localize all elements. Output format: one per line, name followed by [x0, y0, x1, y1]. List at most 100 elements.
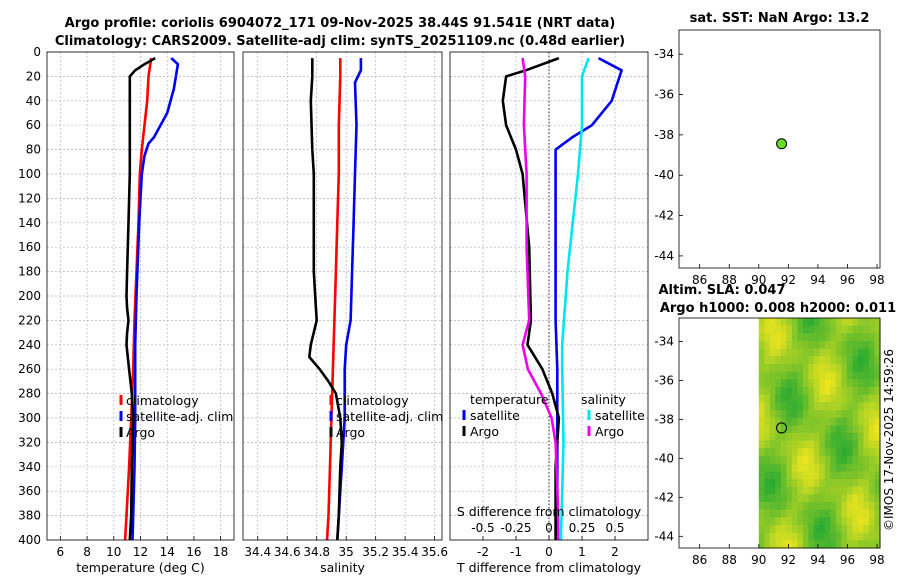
sla-heat-cell: [830, 440, 837, 449]
sla-heat-cell: [775, 471, 782, 480]
difference-xtick-label: 2: [611, 545, 619, 559]
sla-heat-cell: [858, 440, 865, 449]
sla-heat-cell: [841, 486, 848, 495]
salinity-series-satellite-adj-clim: [336, 58, 363, 541]
sla-heat-cell: [858, 486, 865, 495]
sla-heat-cell: [764, 471, 771, 480]
sla-heat-cell: [835, 456, 842, 465]
sla-heat-cell: [797, 509, 804, 518]
sla-heat-cell: [769, 456, 776, 465]
sst-map-panel: 86 88 90 92 94 96 98 -34 -36 -38 -40 -42 -44 sat. SST…: [654, 11, 884, 287]
sla-heat-cell: [786, 364, 793, 373]
sla-heat-cell: [786, 341, 793, 350]
sla-map-title-line2: Argo h1000: 0.008 h2000: 0.011: [660, 301, 896, 316]
sla-heat-cell: [775, 525, 782, 534]
sla-heat-cell: [863, 417, 870, 426]
sla-heat-cell: [841, 371, 848, 380]
sla-heat-cell: [758, 371, 765, 380]
sla_map-xtick-label: 92: [781, 553, 796, 567]
sla-heat-cell: [786, 471, 793, 480]
sla-heat-cell: [824, 440, 831, 449]
temperature-xtick-label: 8: [83, 545, 91, 559]
difference-xtick2-label: 0: [545, 521, 553, 535]
sla-heat-cell: [797, 325, 804, 334]
sla-heat-cell: [858, 525, 865, 534]
sla-heat-cell: [791, 348, 798, 357]
sla-heat-cell: [874, 525, 881, 534]
sla-heat-cell: [802, 494, 809, 503]
sla-heat-cell: [786, 425, 793, 434]
sla-heat-cell: [797, 433, 804, 442]
sla-heat-cell: [764, 517, 771, 526]
sla-heat-cell: [824, 532, 831, 541]
sla-heat-cell: [852, 341, 859, 350]
sla-heat-cell: [824, 463, 831, 472]
sla-heat-cell: [841, 532, 848, 541]
sst_map-plot-area: [679, 30, 880, 268]
sla-heat-cell: [841, 425, 848, 434]
sla-heat-cell: [819, 394, 826, 403]
sla-heat-cell: [858, 348, 865, 357]
salinity-xtick-label: 35.4: [392, 545, 419, 559]
temperature-ytick-label: 160: [18, 240, 41, 254]
sla-heat-cell: [802, 410, 809, 419]
sla-heat-cell: [874, 379, 881, 388]
sla-heat-cell: [813, 410, 820, 419]
sla-heat-cell: [802, 463, 809, 472]
sla-heat-cell: [852, 456, 859, 465]
sla-heat-cell: [764, 433, 771, 442]
sla-heat-cell: [769, 525, 776, 534]
sla-heat-cell: [841, 341, 848, 350]
sla-heat-cell: [775, 448, 782, 457]
sla-heat-cell: [863, 364, 870, 373]
sla-heat-cell: [824, 333, 831, 342]
sla-heat-cell: [858, 417, 865, 426]
sla-heat-cell: [841, 364, 848, 373]
sla-heat-cell: [769, 364, 776, 373]
sla-heat-cell: [791, 356, 798, 365]
difference-xlabel2: S difference from climatology: [457, 504, 642, 519]
sla-heat-cell: [874, 402, 881, 411]
sla-heat-cell: [802, 540, 809, 549]
sla-heat-cell: [813, 371, 820, 380]
sla-heat-cell: [797, 540, 804, 549]
sst_map-xtick-label: 96: [840, 273, 855, 287]
sla-heat-cell: [758, 532, 765, 541]
sla-heat-cell: [835, 333, 842, 342]
sla-heat-cell: [780, 356, 787, 365]
sla-heat-cell: [808, 479, 815, 488]
sla_map-ytick-label: -34: [654, 334, 674, 348]
sla-heat-cell: [846, 318, 853, 327]
sla-heat-cell: [758, 379, 765, 388]
temperature-xtick-label: 10: [106, 545, 121, 559]
sla-heat-cell: [786, 448, 793, 457]
sla-heat-cell: [869, 333, 876, 342]
sla-heat-cell: [808, 486, 815, 495]
sla-heat-cell: [841, 517, 848, 526]
difference-panel: -2 -1 0 1 2T difference from climatology S di…: [449, 51, 649, 575]
sla-heat-cell: [869, 540, 876, 549]
sla-heat-cell: [824, 341, 831, 350]
sla-heat-cell: [863, 433, 870, 442]
sla-heat-cell: [780, 417, 787, 426]
sla-heat-cell: [858, 517, 865, 526]
sla-heat-cell: [846, 341, 853, 350]
sla-heat-cell: [802, 479, 809, 488]
sla_map-ytick-label: -36: [654, 373, 674, 387]
sla-heat-cell: [841, 333, 848, 342]
sla-heat-cell: [874, 502, 881, 511]
sla-heat-cell: [808, 379, 815, 388]
sla-heat-cell: [758, 494, 765, 503]
sla-heat-cell: [858, 425, 865, 434]
sla-heat-cell: [797, 318, 804, 327]
sla-heat-cell: [841, 494, 848, 503]
sst_map-xtick-label: 98: [869, 273, 884, 287]
sla-heat-cell: [769, 333, 776, 342]
sla-heat-cell: [758, 394, 765, 403]
sla-heat-cell: [758, 517, 765, 526]
sla-heat-cell: [797, 379, 804, 388]
salinity-xtick-label: 34.6: [274, 545, 301, 559]
sla-heat-cell: [802, 502, 809, 511]
sla-heat-cell: [852, 517, 859, 526]
